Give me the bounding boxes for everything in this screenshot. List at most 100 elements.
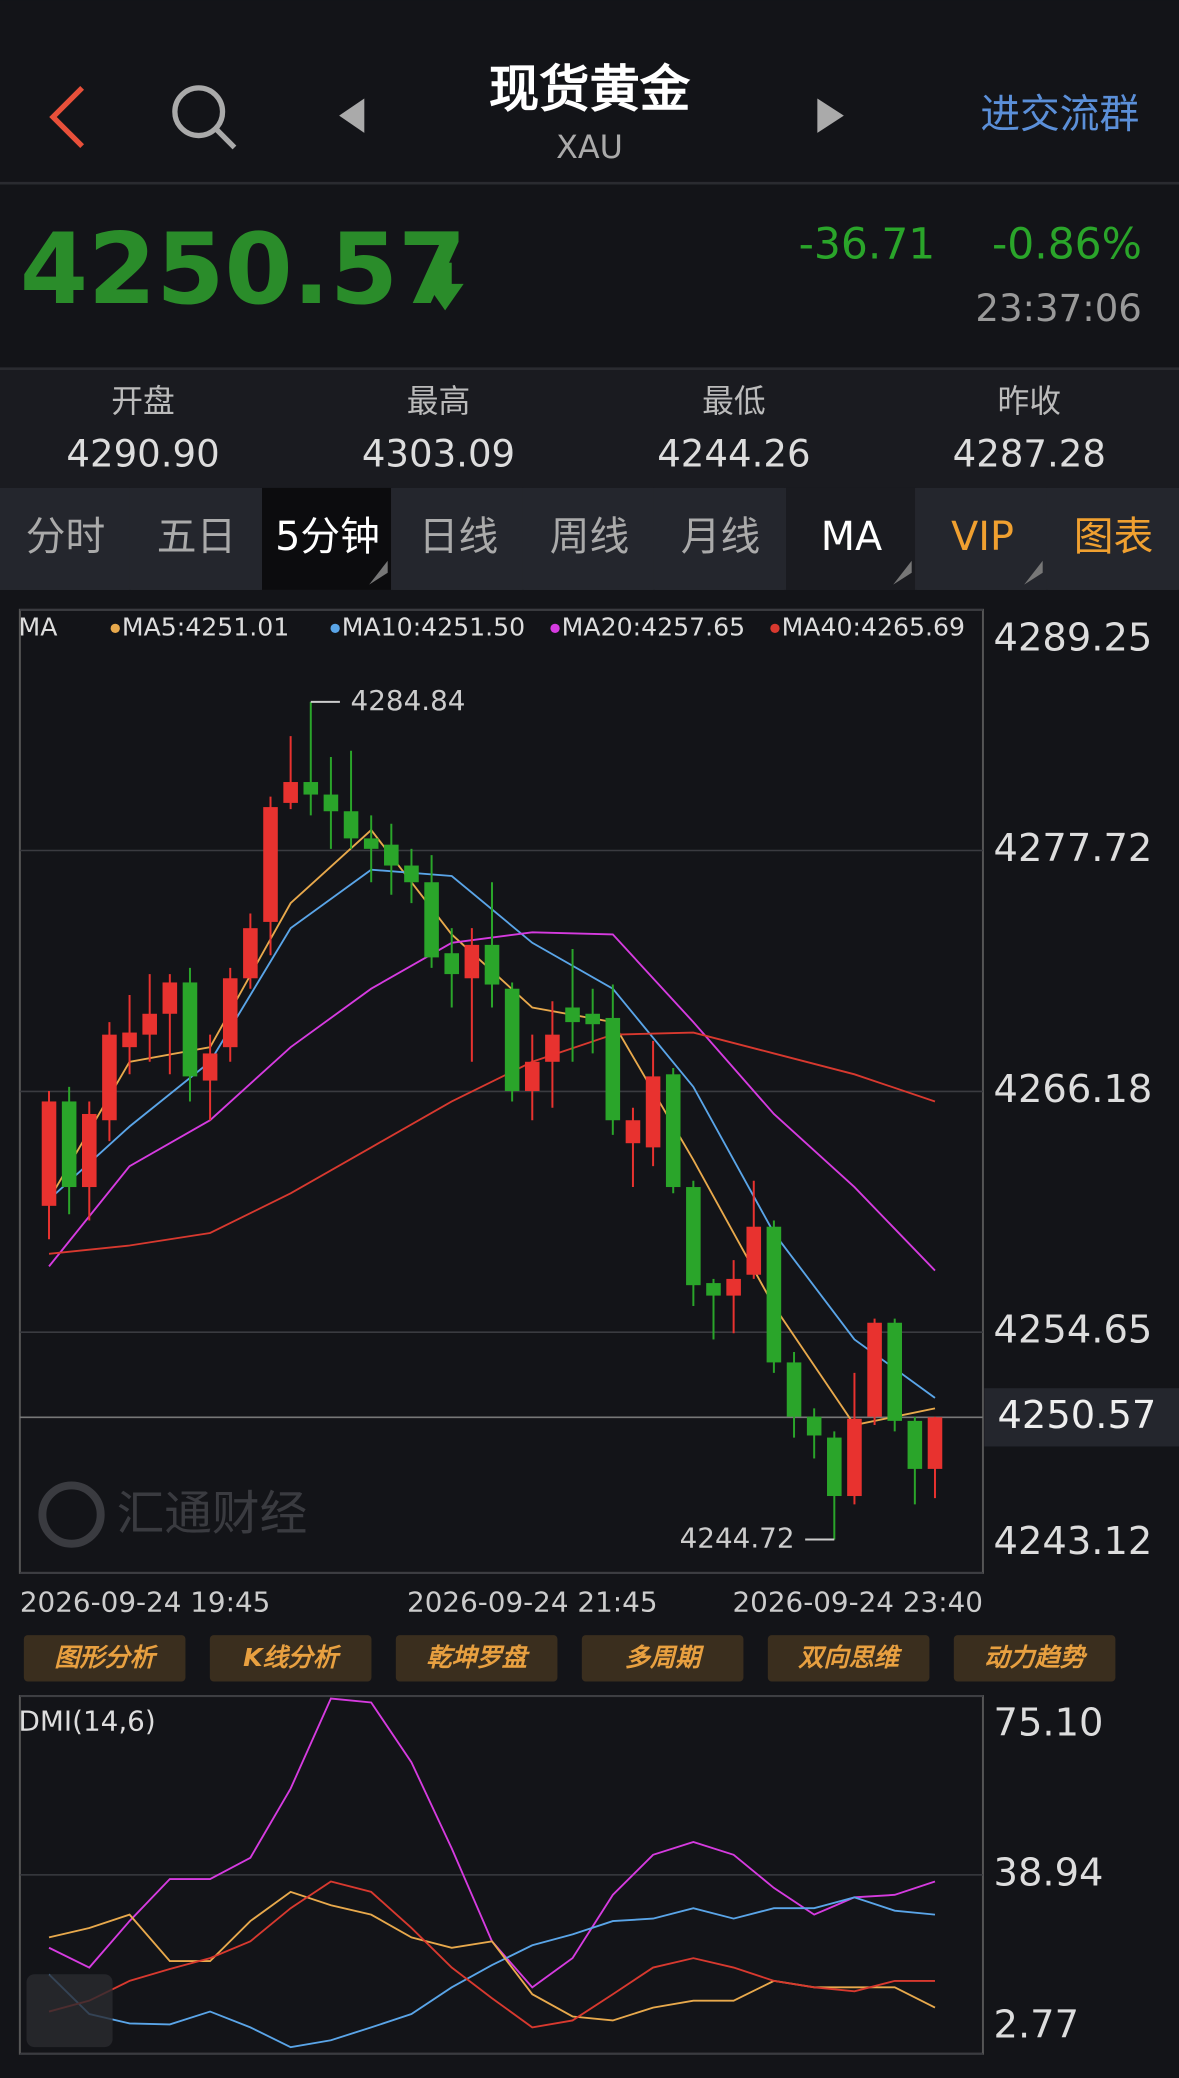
change: -36.71 xyxy=(799,219,936,268)
tab[interactable] xyxy=(786,487,916,590)
candle-body xyxy=(484,944,500,985)
y-tick-label: 75.10 xyxy=(994,1701,1104,1746)
candle-body xyxy=(323,794,339,812)
dmi-title: DMI(14,6) xyxy=(19,1705,156,1738)
tab[interactable] xyxy=(917,487,1047,590)
tab-label: VIP xyxy=(951,514,1014,560)
tab[interactable] xyxy=(393,487,523,590)
candle-body xyxy=(887,1322,903,1421)
y-tick-label: 4266.18 xyxy=(994,1067,1153,1112)
legend-dot xyxy=(110,623,120,633)
candle-body xyxy=(243,928,258,979)
candle-body xyxy=(927,1417,943,1469)
tool-button[interactable] xyxy=(395,1635,558,1682)
stat-label: 最高 xyxy=(407,383,471,420)
candle-body xyxy=(162,982,178,1014)
subtitle: XAU xyxy=(556,129,623,166)
tool-button[interactable] xyxy=(581,1635,744,1682)
expand-button[interactable] xyxy=(26,1974,113,2048)
candle-body xyxy=(82,1113,97,1188)
tab[interactable] xyxy=(262,487,392,590)
tab[interactable] xyxy=(0,487,130,590)
candle-body xyxy=(41,1101,57,1206)
tab[interactable] xyxy=(524,487,654,590)
candle-body xyxy=(384,844,399,866)
tab[interactable] xyxy=(1048,487,1178,590)
y-tick-label: 38.94 xyxy=(994,1850,1104,1895)
tool-button[interactable] xyxy=(767,1635,930,1682)
candle-body xyxy=(202,1053,218,1081)
candle-body xyxy=(504,988,520,1092)
y-tick-label: 4254.65 xyxy=(994,1308,1153,1353)
y-tick-label: 4243.12 xyxy=(994,1519,1153,1564)
candle-body xyxy=(303,782,319,795)
tab[interactable] xyxy=(655,487,785,590)
stat-value: 4287.28 xyxy=(953,433,1106,476)
candle-body xyxy=(726,1278,741,1296)
stat-label: 开盘 xyxy=(111,383,175,420)
candle-body xyxy=(102,1034,117,1121)
tab-label: 周线 xyxy=(550,514,629,560)
candle-body xyxy=(625,1120,641,1144)
stat-value: 4290.90 xyxy=(66,433,219,476)
candle-body xyxy=(665,1074,681,1188)
x-tick-label: 2026-09-24 19:45 xyxy=(20,1585,270,1618)
candle-body xyxy=(464,944,480,979)
ma-line xyxy=(48,1031,936,1255)
y-tick-label: 2.77 xyxy=(994,2003,1080,2048)
search-button[interactable] xyxy=(172,85,237,150)
legend-dot xyxy=(330,623,340,633)
candle-body xyxy=(424,882,439,958)
high-label: 4284.84 xyxy=(351,684,466,717)
legend-label: MA40:4265.69 xyxy=(782,612,965,641)
tool-label: 图形分析 xyxy=(54,1643,158,1672)
y-tick-label: 4289.25 xyxy=(994,616,1153,661)
candle-body xyxy=(867,1322,882,1417)
watermark-logo xyxy=(38,1481,105,1548)
tool-button[interactable] xyxy=(953,1635,1116,1682)
candle-body xyxy=(746,1226,762,1275)
back-button[interactable] xyxy=(49,85,85,149)
candle-body xyxy=(545,1034,560,1062)
change-pct: -0.86% xyxy=(992,219,1142,268)
candle-body xyxy=(585,1013,600,1025)
time: 23:37:06 xyxy=(975,287,1142,330)
candle-body xyxy=(363,838,379,849)
stat-label: 最低 xyxy=(702,383,766,420)
x-tick-label: 2026-09-24 21:45 xyxy=(407,1585,657,1618)
group-link[interactable]: 进交流群 xyxy=(980,91,1139,137)
tab-label: 月线 xyxy=(681,514,760,560)
low-label: 4244.72 xyxy=(680,1521,795,1554)
next-button[interactable] xyxy=(817,98,844,133)
candle-body xyxy=(706,1283,721,1296)
dmi-line xyxy=(48,1880,935,2029)
prev-button[interactable] xyxy=(339,98,365,133)
last-price-box xyxy=(984,1388,1179,1447)
candle-body xyxy=(222,978,238,1048)
tab[interactable] xyxy=(131,487,261,590)
tab-label: 分时 xyxy=(26,514,105,560)
stat-value: 4244.26 xyxy=(657,433,810,476)
tab-label: 日线 xyxy=(419,514,498,560)
legend-label: MA20:4257.65 xyxy=(562,612,745,641)
candle-body xyxy=(524,1061,540,1092)
candle-body xyxy=(182,982,198,1077)
candle-body xyxy=(122,1032,137,1048)
price: 4250.57 xyxy=(20,213,466,327)
tool-label: K线分析 xyxy=(243,1643,342,1672)
tool-button[interactable] xyxy=(209,1635,372,1682)
tool-button[interactable] xyxy=(23,1635,186,1682)
candle-body xyxy=(142,1013,157,1035)
candle-body xyxy=(343,811,359,839)
tab-label: 图表 xyxy=(1074,514,1153,560)
candle-body xyxy=(444,953,460,975)
x-tick-label: 2026-09-24 23:40 xyxy=(732,1585,982,1618)
tool-label: 动力趋势 xyxy=(984,1643,1087,1672)
tab-label: 五日 xyxy=(157,514,236,560)
down-arrow xyxy=(426,262,464,311)
candle-body xyxy=(847,1418,862,1497)
stat-label: 昨收 xyxy=(998,383,1062,420)
stats-bg xyxy=(0,368,1179,488)
